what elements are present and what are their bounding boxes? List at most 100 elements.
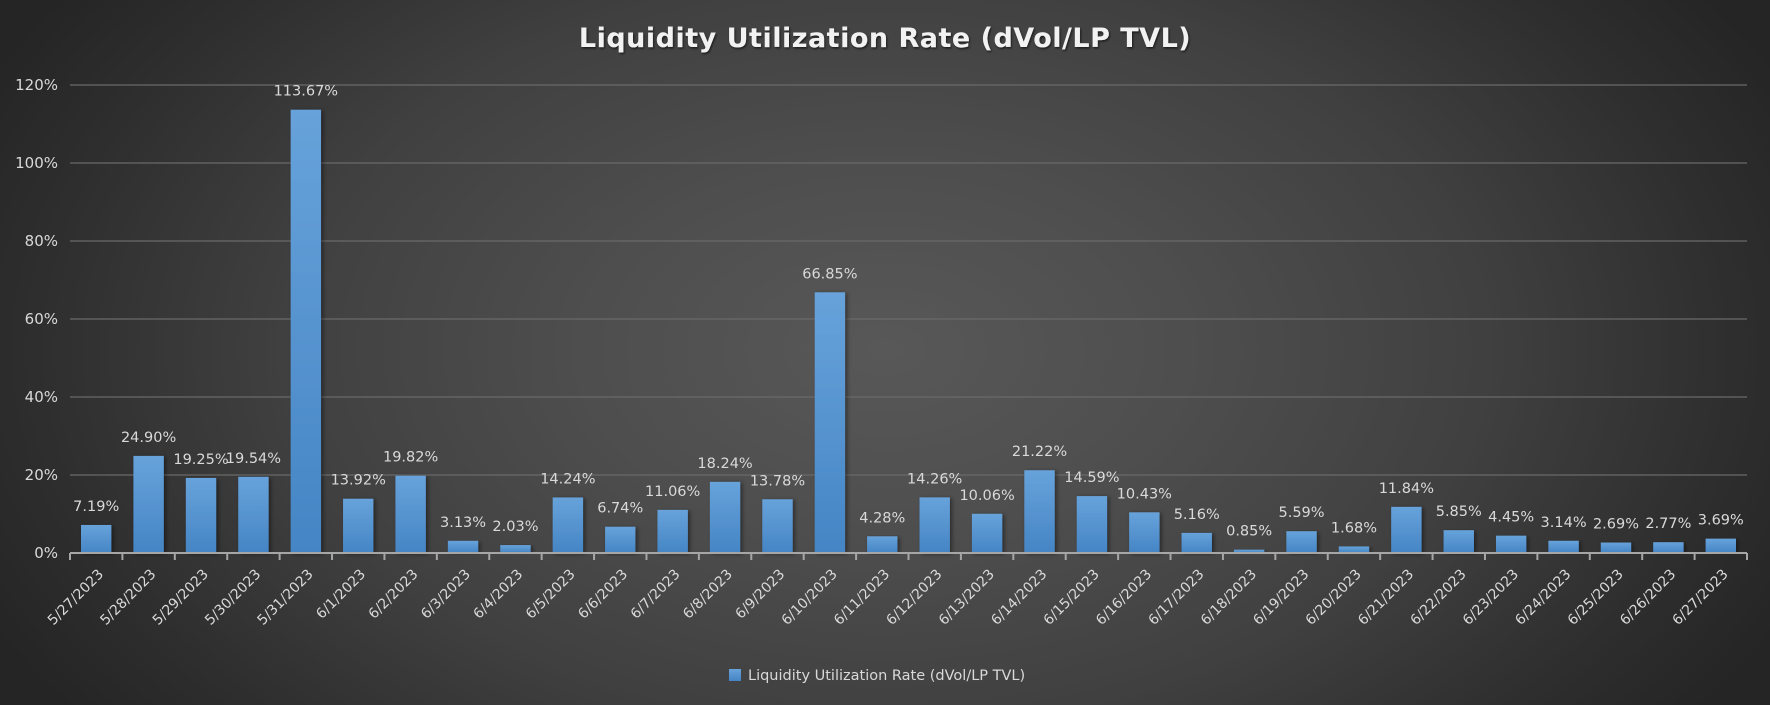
data-label: 10.43% [1117, 486, 1172, 502]
x-tick-label: 6/15/2023 [1041, 567, 1103, 629]
x-tick-label: 6/21/2023 [1355, 567, 1417, 629]
bars [81, 109, 1736, 553]
x-tick-label: 6/27/2023 [1670, 567, 1732, 629]
data-label: 19.82% [383, 450, 438, 466]
data-label: 2.69% [1593, 517, 1639, 533]
x-tick-label: 5/27/2023 [45, 567, 107, 629]
x-tick-label: 6/14/2023 [988, 567, 1050, 629]
x-tick-label: 6/10/2023 [779, 567, 841, 629]
x-tick-label: 6/23/2023 [1460, 567, 1522, 629]
data-label: 19.25% [173, 452, 228, 468]
data-label: 6.74% [597, 501, 643, 517]
x-tick-label: 6/19/2023 [1250, 567, 1312, 629]
data-label: 14.24% [540, 471, 595, 487]
bar [1181, 532, 1212, 553]
x-tick-label: 6/8/2023 [680, 567, 736, 623]
bar [1076, 496, 1108, 553]
y-tick-label: 20% [25, 466, 58, 484]
bar [343, 498, 374, 553]
bar [867, 536, 898, 553]
data-label: 14.26% [907, 471, 962, 487]
y-tick-label: 0% [34, 544, 58, 562]
data-label: 13.92% [331, 473, 386, 489]
x-tick-label: 5/30/2023 [202, 567, 264, 629]
data-label: 14.59% [1064, 470, 1119, 486]
bar [1233, 549, 1265, 553]
y-tick-label: 100% [15, 154, 58, 172]
bar [709, 481, 741, 553]
x-tick-label: 6/5/2023 [523, 567, 579, 623]
x-tick-label: 6/20/2023 [1303, 567, 1365, 629]
bar [1495, 535, 1527, 553]
x-tick-label: 6/7/2023 [628, 567, 684, 623]
bar [552, 497, 584, 553]
legend-label: Liquidity Utilization Rate (dVol/LP TVL) [748, 668, 1025, 684]
data-label: 11.84% [1379, 481, 1434, 497]
bar [500, 545, 531, 553]
x-tick-label: 6/12/2023 [883, 567, 945, 629]
y-tick-label: 80% [25, 232, 58, 250]
data-label: 24.90% [121, 430, 176, 446]
bar [814, 292, 846, 553]
legend: Liquidity Utilization Rate (dVol/LP TVL) [729, 668, 1025, 684]
bar [1653, 542, 1684, 553]
x-tick-label: 6/16/2023 [1093, 567, 1155, 629]
data-label: 1.68% [1331, 520, 1377, 536]
bar [290, 109, 322, 553]
bar [657, 509, 688, 553]
y-axis-ticks: 0% 20% 40% 60% 80% 100% 120% [15, 76, 58, 562]
x-tick-label: 5/28/2023 [97, 567, 159, 629]
data-label: 5.59% [1279, 505, 1325, 521]
y-tick-label: 60% [25, 310, 58, 328]
bar [971, 513, 1003, 553]
x-axis-ticks: 5/27/20235/28/20235/29/20235/30/20235/31… [45, 567, 1732, 629]
x-tick-label: 5/31/2023 [255, 567, 317, 629]
data-label: 2.77% [1645, 516, 1691, 532]
data-label: 13.78% [750, 473, 805, 489]
y-tick-label: 120% [15, 76, 58, 94]
data-label: 18.24% [697, 456, 752, 472]
data-label: 3.69% [1698, 513, 1744, 529]
x-tick-label: 6/13/2023 [936, 567, 998, 629]
x-tick-label: 6/18/2023 [1198, 567, 1260, 629]
bar [1443, 530, 1474, 553]
bar [185, 477, 217, 553]
x-tick-label: 6/1/2023 [313, 567, 369, 623]
bar [238, 476, 269, 553]
bar [81, 524, 112, 553]
bar [395, 475, 426, 553]
bar [605, 526, 636, 553]
bar [1129, 512, 1160, 553]
bar [1338, 546, 1370, 553]
data-label: 11.06% [645, 484, 700, 500]
bar [1391, 506, 1422, 553]
data-label: 5.16% [1174, 507, 1220, 523]
x-tick-label: 6/17/2023 [1145, 567, 1207, 629]
data-label: 2.03% [492, 519, 538, 535]
x-tick-label: 6/26/2023 [1617, 567, 1679, 629]
x-tick-label: 6/22/2023 [1408, 567, 1470, 629]
bar [1548, 540, 1579, 553]
x-tick-label: 6/2/2023 [366, 567, 422, 623]
x-tick-label: 6/3/2023 [418, 567, 474, 623]
data-label: 3.13% [440, 515, 486, 531]
data-label: 10.06% [959, 488, 1014, 504]
data-label: 21.22% [1012, 444, 1067, 460]
bar [762, 499, 793, 553]
gridlines [70, 84, 1747, 476]
bar [1286, 531, 1317, 553]
x-tick-label: 6/11/2023 [831, 567, 893, 629]
data-label: 19.54% [226, 451, 281, 467]
x-axis [69, 552, 1748, 560]
data-labels: 7.19% 24.90% 19.25%19.54% 113.67% 13.92% 19.8… [73, 84, 1744, 540]
data-label: 66.85% [802, 266, 857, 282]
y-tick-label: 40% [25, 388, 58, 406]
bar [919, 497, 950, 553]
x-tick-label: 6/6/2023 [575, 567, 631, 623]
bar [447, 540, 479, 553]
x-tick-label: 6/25/2023 [1565, 567, 1627, 629]
data-label: 5.85% [1436, 504, 1482, 520]
data-label: 3.14% [1541, 515, 1587, 531]
